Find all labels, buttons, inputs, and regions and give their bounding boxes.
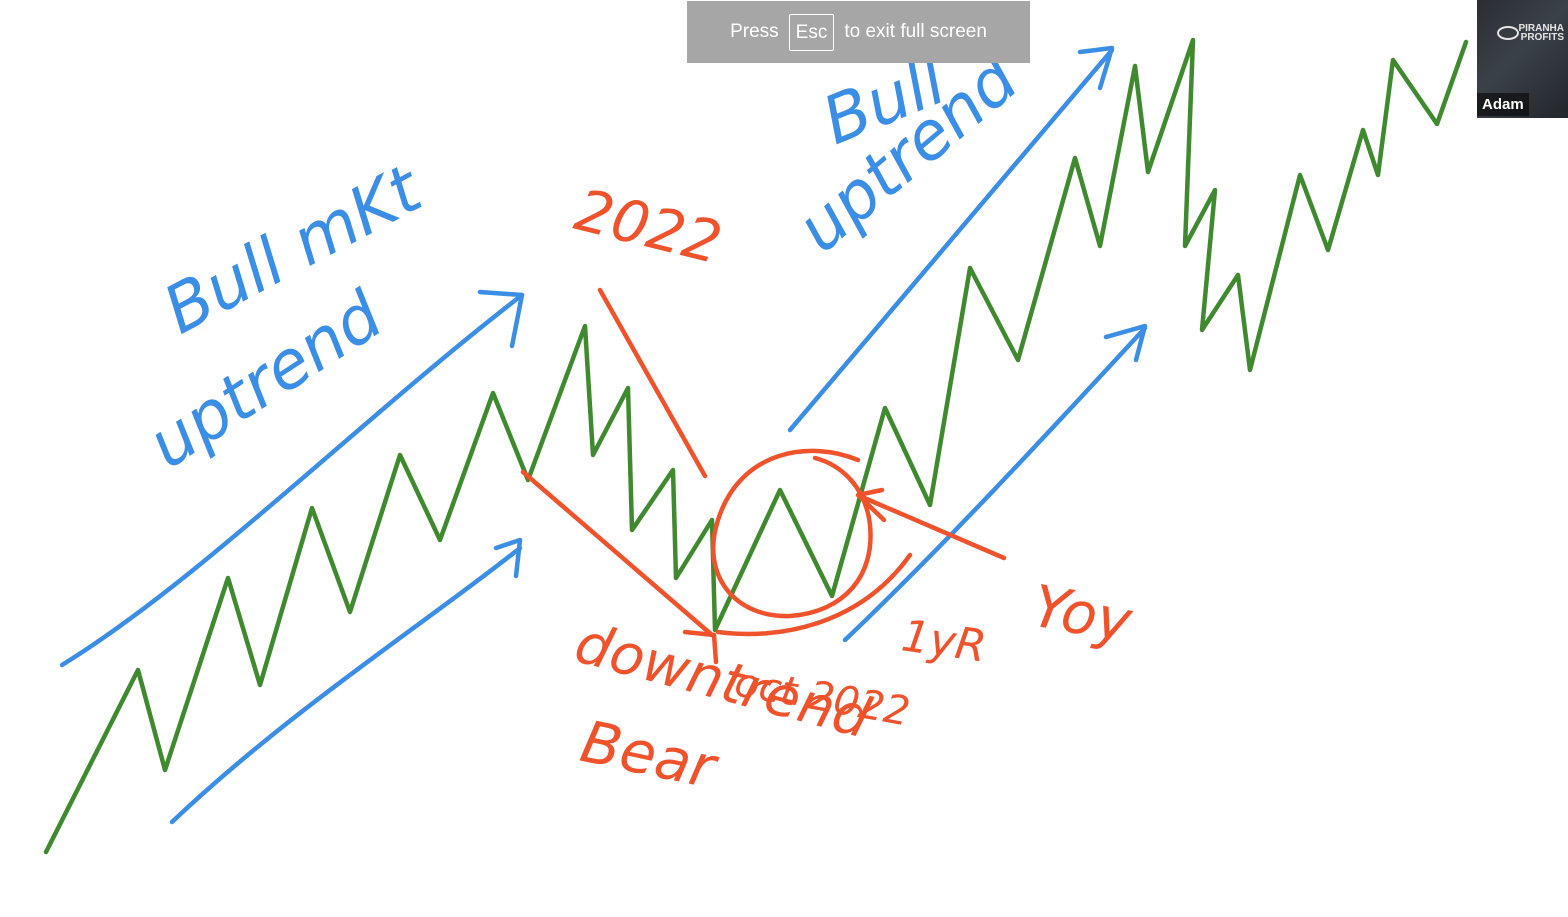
one-year-label: 1yR [898, 610, 989, 672]
yoy-arrow [859, 494, 1007, 561]
left-lower-trendline [169, 537, 523, 825]
bear-label: Bear [575, 707, 724, 802]
yoy-arrowhead [855, 487, 887, 523]
left-upper-trendline [59, 289, 525, 668]
right-upper-trendline [787, 45, 1115, 433]
press-text: Press [730, 21, 779, 42]
price-zigzag-line [43, 37, 1469, 855]
exit-fullscreen-text: to exit full screen [844, 21, 987, 42]
esc-key-label: Esc [788, 13, 835, 51]
piranha-logo-icon [1497, 26, 1519, 40]
yoy-label: Yoy [1028, 572, 1138, 656]
one-year-bracket [715, 552, 913, 637]
fullscreen-exit-notice: Press Esc to exit full screen [687, 1, 1030, 63]
downtrend-upper-line [597, 287, 708, 479]
right-lower-trendline [842, 323, 1148, 643]
downtrend-arrowhead [682, 629, 719, 665]
bottom-circle [711, 448, 873, 619]
participant-video-tile[interactable]: PIRANHA PROFITS Adam [1477, 0, 1568, 118]
participant-name: Adam [1477, 93, 1529, 116]
year-2022-label: 2022 [569, 176, 729, 278]
downtrend-lower-line [520, 469, 715, 638]
brand-logo-text: PIRANHA PROFITS [1518, 23, 1564, 43]
